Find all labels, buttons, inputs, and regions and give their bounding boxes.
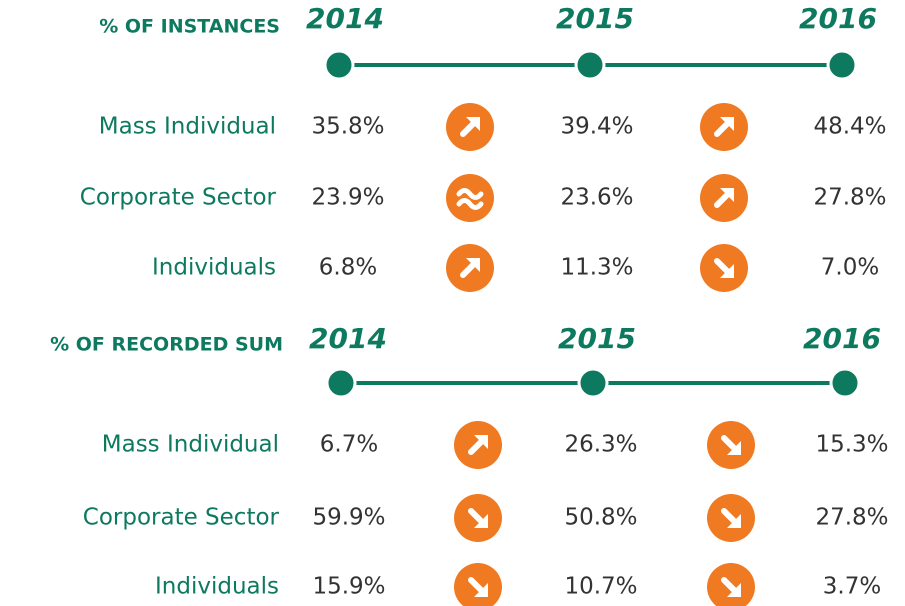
timeline-dot [826,49,858,81]
value: 48.4% [813,114,886,140]
timeline-dot [829,367,861,399]
value: 6.8% [319,255,377,281]
value: 3.7% [823,574,881,600]
timeline-dot [325,367,357,399]
timeline-dot [323,49,355,81]
value: 11.3% [560,255,633,281]
trend-icon [446,103,494,151]
row-label: Corporate Sector [80,185,277,211]
row-label: Corporate Sector [83,505,280,531]
year-label: 2016 [803,322,881,355]
value: 6.7% [320,432,378,458]
trend-icon [454,563,502,606]
trend-icon [707,494,755,542]
section-title: % OF RECORDED SUM [50,334,283,356]
year-label: 2014 [309,322,387,355]
timeline-dot [574,49,606,81]
timeline-dot [577,367,609,399]
trend-icon [446,244,494,292]
trend-icon [700,174,748,222]
trend-icon [454,494,502,542]
value: 26.3% [564,432,637,458]
trend-icon [700,244,748,292]
value: 59.9% [312,505,385,531]
row-label: Mass Individual [102,432,279,458]
value: 7.0% [821,255,879,281]
year-label: 2014 [306,2,384,35]
value: 27.8% [815,505,888,531]
value: 35.8% [311,114,384,140]
year-label: 2016 [799,2,877,35]
row-label: Individuals [152,255,276,281]
value: 50.8% [564,505,637,531]
value: 15.9% [312,574,385,600]
value: 23.6% [560,185,633,211]
value: 27.8% [813,185,886,211]
row-label: Mass Individual [99,114,276,140]
year-label: 2015 [558,322,636,355]
year-label: 2015 [556,2,634,35]
trend-icon [454,421,502,469]
trend-icon [446,174,494,222]
trend-icon [707,421,755,469]
value: 39.4% [560,114,633,140]
row-label: Individuals [155,574,279,600]
value: 15.3% [815,432,888,458]
trend-icon [707,563,755,606]
trend-icon [700,103,748,151]
value: 10.7% [564,574,637,600]
section-title: % OF INSTANCES [99,16,280,38]
value: 23.9% [311,185,384,211]
